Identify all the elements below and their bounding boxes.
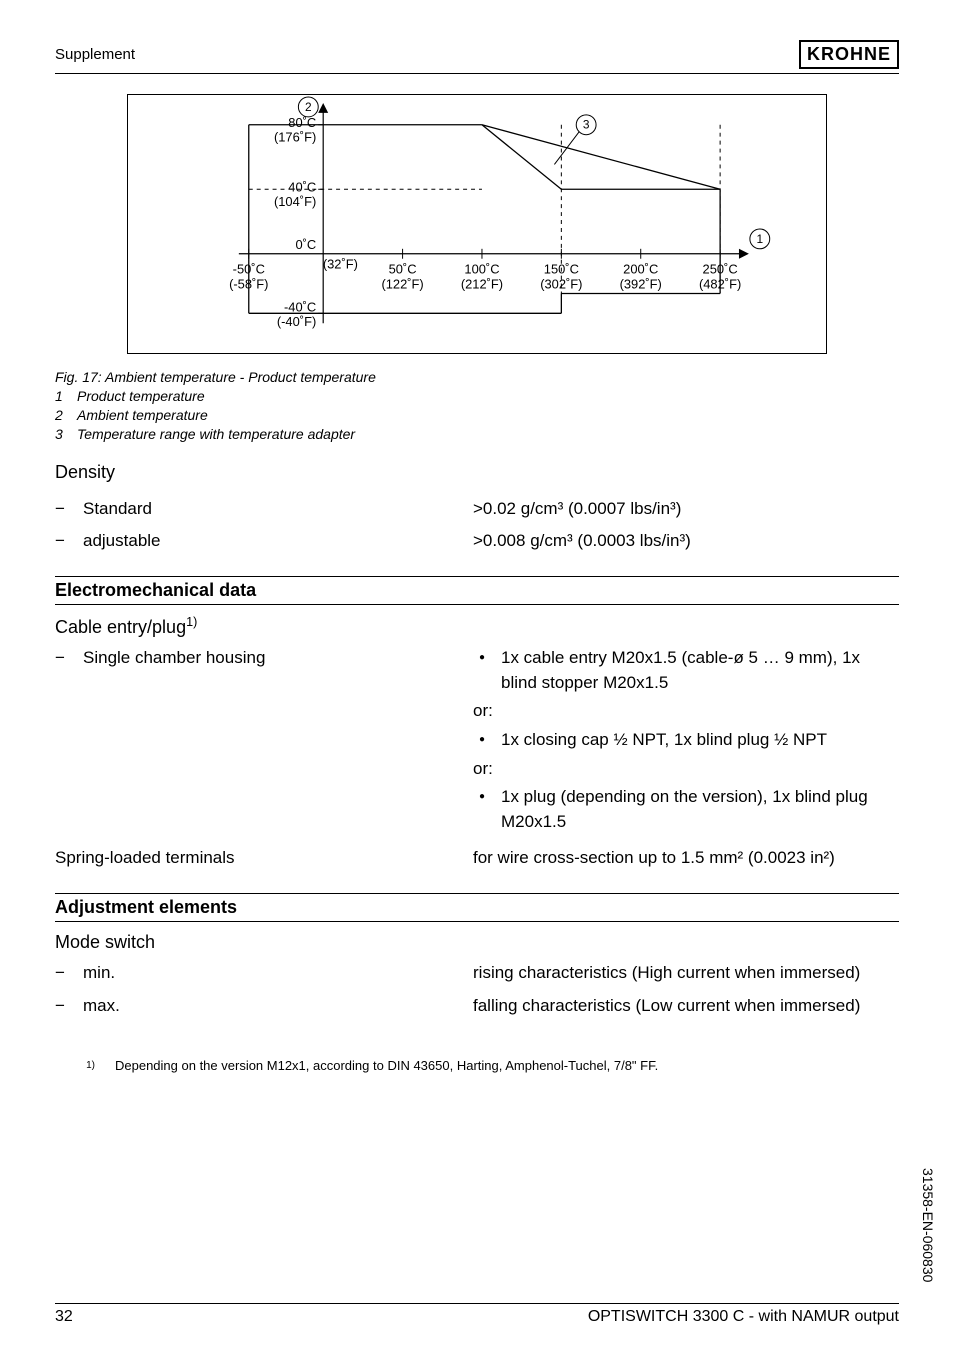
svg-text:(104˚F): (104˚F) — [274, 194, 316, 209]
page-number: 32 — [55, 1308, 73, 1326]
header-section: Supplement — [55, 46, 135, 63]
bullet-1: 1x cable entry M20x1.5 (cable-ø 5 … 9 mm… — [473, 646, 899, 695]
density-value-standard: >0.02 g/cm³ (0.0007 lbs/in³) — [473, 497, 899, 522]
spring-terminals-row: Spring-loaded terminals for wire cross-s… — [55, 846, 899, 871]
page-header: Supplement KROHNE — [55, 40, 899, 74]
svg-text:50˚C: 50˚C — [389, 262, 417, 277]
dash-icon: − — [55, 961, 83, 986]
electro-heading: Electromechanical data — [55, 576, 899, 605]
figure-legend: 1Product temperature 2Ambient temperatur… — [55, 387, 899, 444]
mode-max-row: − max. falling characteristics (Low curr… — [55, 994, 899, 1019]
legend-num-1: 1 — [55, 387, 77, 406]
svg-text:(-40˚F): (-40˚F) — [277, 314, 316, 329]
cable-entry-text: Cable entry/plug — [55, 617, 186, 637]
legend-text-2: Ambient temperature — [77, 407, 208, 423]
dash-icon: − — [55, 497, 83, 522]
density-row-standard: − Standard >0.02 g/cm³ (0.0007 lbs/in³) — [55, 497, 899, 522]
svg-text:(176˚F): (176˚F) — [274, 130, 316, 145]
density-value-adjustable: >0.008 g/cm³ (0.0003 lbs/in³) — [473, 529, 899, 554]
chart-svg: 2 1 3 80˚C (176˚F) 40˚C (104˚ — [128, 95, 826, 353]
svg-text:(32˚F): (32˚F) — [323, 257, 358, 272]
bullet-3: 1x plug (depending on the version), 1x b… — [473, 785, 899, 834]
mode-switch-label: Mode switch — [55, 932, 899, 953]
single-chamber-label: Single chamber housing — [83, 646, 473, 838]
doc-title: OPTISWITCH 3300 C - with NAMUR output — [588, 1308, 899, 1326]
or-text-2: or: — [473, 757, 899, 782]
temperature-chart: 2 1 3 80˚C (176˚F) 40˚C (104˚ — [127, 94, 827, 354]
dash-icon: − — [55, 529, 83, 554]
svg-text:(212˚F): (212˚F) — [461, 277, 503, 292]
svg-text:2: 2 — [305, 100, 312, 114]
legend-num-2: 2 — [55, 406, 77, 425]
spring-value: for wire cross-section up to 1.5 mm² (0.… — [473, 846, 899, 871]
axis-label-1: 1 — [750, 229, 770, 249]
page-footer: 32 OPTISWITCH 3300 C - with NAMUR output — [55, 1303, 899, 1326]
dash-icon: − — [55, 646, 83, 838]
dash-icon: − — [55, 994, 83, 1019]
single-chamber-value: 1x cable entry M20x1.5 (cable-ø 5 … 9 mm… — [473, 646, 899, 838]
side-doc-id: 31358-EN-060830 — [920, 1168, 936, 1282]
mode-max-label: max. — [83, 994, 473, 1019]
cable-entry-label: Cable entry/plug1) — [55, 615, 899, 638]
svg-text:3: 3 — [583, 118, 590, 132]
svg-text:(122˚F): (122˚F) — [381, 277, 423, 292]
spring-label: Spring-loaded terminals — [55, 846, 473, 871]
mode-min-label: min. — [83, 961, 473, 986]
mode-min-row: − min. rising characteristics (High curr… — [55, 961, 899, 986]
density-row-adjustable: − adjustable >0.008 g/cm³ (0.0003 lbs/in… — [55, 529, 899, 554]
svg-text:(392˚F): (392˚F) — [620, 277, 662, 292]
y-tick-40: 40˚C (104˚F) — [274, 179, 323, 209]
density-label-standard: Standard — [83, 497, 473, 522]
region-label-3: 3 — [554, 115, 596, 165]
y-tick-n40: -40˚C (-40˚F) — [277, 299, 323, 329]
bullet-2: 1x closing cap ½ NPT, 1x blind plug ½ NP… — [473, 728, 899, 753]
svg-text:40˚C: 40˚C — [288, 179, 316, 194]
footnote-mark: 1) — [55, 1058, 115, 1073]
density-heading: Density — [55, 462, 899, 483]
legend-text-1: Product temperature — [77, 388, 205, 404]
svg-text:-40˚C: -40˚C — [284, 299, 316, 314]
footnote: 1) Depending on the version M12x1, accor… — [55, 1058, 899, 1073]
svg-text:80˚C: 80˚C — [288, 115, 316, 130]
legend-num-3: 3 — [55, 425, 77, 444]
svg-text:100˚C: 100˚C — [464, 262, 499, 277]
svg-text:200˚C: 200˚C — [623, 262, 658, 277]
brand-logo: KROHNE — [799, 40, 899, 69]
cable-entry-sup: 1) — [186, 615, 197, 629]
mode-max-value: falling characteristics (Low current whe… — [473, 994, 899, 1019]
svg-text:1: 1 — [756, 232, 763, 246]
figure-caption: Fig. 17: Ambient temperature - Product t… — [55, 369, 899, 385]
mode-min-value: rising characteristics (High current whe… — [473, 961, 899, 986]
legend-text-3: Temperature range with temperature adapt… — [77, 426, 355, 442]
x-tick-100: 100˚C (212˚F) — [461, 249, 503, 292]
or-text-1: or: — [473, 699, 899, 724]
x-tick-50: 50˚C (122˚F) — [381, 249, 423, 292]
density-label-adjustable: adjustable — [83, 529, 473, 554]
svg-text:0˚C: 0˚C — [295, 237, 316, 252]
x-tick-200: 200˚C (392˚F) — [620, 249, 662, 292]
single-chamber-row: − Single chamber housing 1x cable entry … — [55, 646, 899, 838]
y-tick-80: 80˚C (176˚F) — [274, 115, 323, 145]
adjust-heading: Adjustment elements — [55, 893, 899, 922]
footnote-text: Depending on the version M12x1, accordin… — [115, 1058, 899, 1073]
